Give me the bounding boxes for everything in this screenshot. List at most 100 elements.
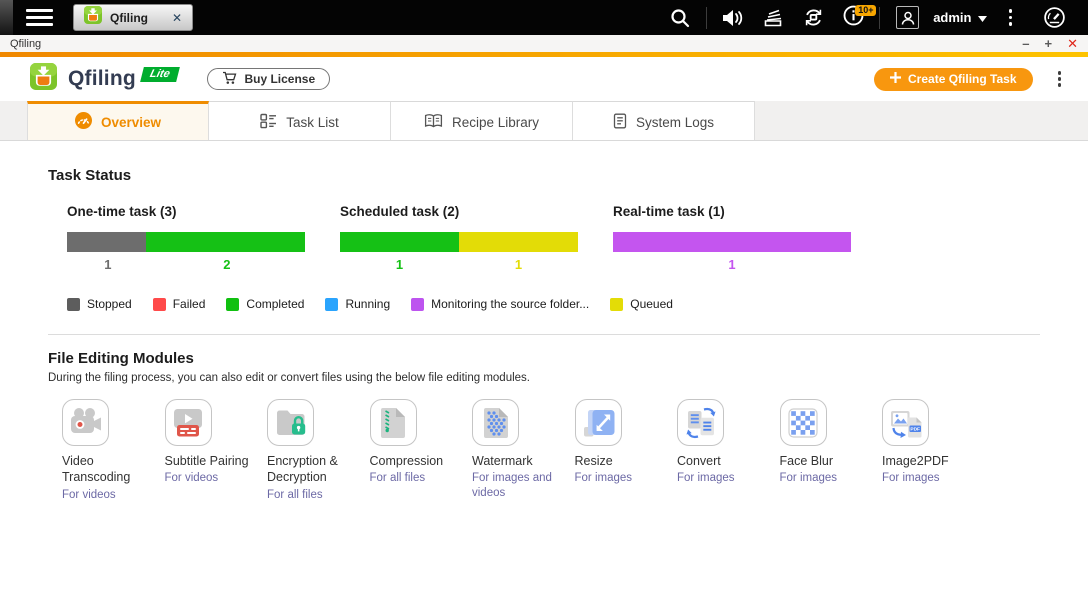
recipe-library-icon (424, 113, 443, 132)
module-name: Encryption & Decryption (267, 454, 338, 485)
module-scope: For images (677, 472, 735, 485)
tab-system-logs[interactable]: System Logs (573, 101, 755, 140)
module-scope: For videos (164, 472, 219, 485)
legend-label: Stopped (87, 297, 132, 311)
task-status-heading: Task Status (48, 167, 132, 184)
module-name: Watermark (472, 454, 533, 468)
resource-monitor-icon[interactable] (1034, 5, 1074, 30)
svg-text:PDF: PDF (910, 426, 920, 432)
legend-stopped: Stopped (67, 297, 132, 311)
create-qfiling-task-button[interactable]: Create Qfiling Task (874, 67, 1033, 91)
header-more-menu-icon[interactable] (1057, 71, 1061, 87)
face-blur-icon (779, 399, 827, 446)
notifications-icon[interactable]: 10+ (833, 4, 877, 32)
buy-license-label: Buy License (244, 72, 316, 86)
module-scope: For all files (267, 488, 323, 501)
module-convert[interactable]: Convert For images (677, 399, 780, 502)
tab-label: System Logs (635, 114, 715, 130)
legend-swatch (610, 297, 624, 311)
section-divider (48, 334, 1040, 335)
tab-overview[interactable]: Overview (27, 101, 209, 140)
app-title: Qfiling (68, 67, 136, 90)
module-scope: For images (882, 472, 940, 485)
volume-icon[interactable] (713, 8, 753, 28)
close-icon[interactable]: ✕ (1067, 36, 1078, 51)
minimize-icon[interactable]: – (1022, 36, 1030, 51)
qfiling-logo-icon (84, 6, 102, 29)
chevron-down-icon (977, 9, 987, 27)
background-tasks-icon[interactable] (753, 8, 793, 28)
app-header: Qfiling Lite Buy License Create Qfiling … (0, 57, 1088, 101)
tab-task-list[interactable]: Task List (209, 101, 391, 140)
search-icon[interactable] (660, 7, 700, 29)
task-group-one-time-task-3: One-time task (3) 1 2 (67, 204, 305, 272)
module-face-blur[interactable]: Face Blur For images (779, 399, 883, 502)
module-watermark[interactable]: Watermark For images and videos (472, 399, 575, 502)
task-status-bar (67, 232, 305, 252)
module-video-transcoding[interactable]: Video Transcoding For videos (62, 399, 165, 502)
module-scope: For images (779, 472, 838, 485)
task-status-bar (613, 232, 851, 252)
taskbar-divider (879, 6, 881, 29)
maximize-icon[interactable]: + (1044, 36, 1053, 51)
buy-license-button[interactable]: Buy License (207, 68, 331, 90)
legend-failed: Failed (152, 297, 205, 311)
task-group-scheduled-task-2: Scheduled task (2) 1 1 (340, 204, 578, 272)
create-task-label: Create Qfiling Task (908, 72, 1017, 86)
module-resize[interactable]: Resize For images (574, 399, 678, 502)
window-titlebar: Qfiling – + ✕ (0, 35, 1088, 52)
plus-icon (890, 72, 902, 86)
module-subtitle-pairing[interactable]: Subtitle Pairing For videos (164, 399, 268, 502)
module-name: Convert (677, 454, 721, 468)
user-avatar-icon[interactable] (896, 6, 920, 29)
tab-label: Recipe Library (451, 114, 540, 130)
segment-count: 1 (514, 257, 523, 272)
module-name: Subtitle Pairing (164, 454, 249, 468)
segment-count: 1 (395, 257, 404, 272)
legend-queued: Queued (610, 297, 673, 311)
main-menu-icon[interactable] (26, 9, 53, 26)
legend-swatch (226, 297, 240, 311)
notification-badge: 10+ (855, 4, 877, 17)
module-image2pdf[interactable]: PDF Image2PDF For images (882, 399, 985, 502)
legend-swatch (411, 297, 425, 311)
legend-swatch (152, 297, 166, 311)
legend-monitoring-the-source-folder: Monitoring the source folder... (411, 297, 589, 311)
module-compression[interactable]: Compression For all files (369, 399, 473, 502)
tab-close-icon[interactable]: ✕ (172, 10, 183, 25)
segment-count: 1 (104, 257, 112, 272)
overview-panel: Task Status One-time task (3) 1 2 Scheduled… (0, 167, 1088, 502)
legend-swatch (325, 297, 339, 311)
status-legend: Stopped Failed Completed Running Monitoring … (67, 297, 1040, 311)
module-scope: For images and videos (472, 472, 552, 500)
watermark-icon (472, 399, 519, 446)
task-status-counts: 1 (613, 257, 851, 272)
task-list-icon (260, 113, 277, 132)
task-group-real-time-task-1: Real-time task (1) 1 (613, 204, 851, 272)
tab-label: Task List (286, 114, 339, 130)
username-label: admin (933, 10, 972, 25)
legend-label: Monitoring the source folder... (431, 297, 590, 311)
bar-segment-monitoring-the-source-folder (613, 232, 851, 252)
task-status-bar (340, 232, 578, 252)
legend-label: Completed (246, 297, 305, 311)
module-encryption-decryption[interactable]: Encryption & Decryption For all files (267, 399, 370, 502)
legend-label: Running (345, 297, 391, 311)
task-group-title: Scheduled task (2) (340, 204, 460, 219)
user-menu[interactable]: admin (886, 6, 987, 29)
task-status-groups: One-time task (3) 1 2 Scheduled task (2) 1 1 R… (67, 204, 1040, 272)
more-menu-icon[interactable] (1008, 9, 1012, 26)
tab-recipe-library[interactable]: Recipe Library (391, 101, 573, 140)
sync-icon[interactable] (793, 6, 833, 29)
taskbar-app-tab-qfiling[interactable]: Qfiling ✕ (73, 4, 194, 31)
cart-icon (222, 71, 237, 88)
task-group-title: Real-time task (1) (613, 204, 725, 219)
convert-icon (677, 399, 724, 446)
module-scope: For videos (62, 488, 116, 501)
segment-count: 1 (728, 257, 736, 272)
taskbar-tab-label: Qfiling (110, 10, 148, 25)
system-logs-icon (613, 113, 627, 132)
module-name: Image2PDF (882, 454, 949, 468)
